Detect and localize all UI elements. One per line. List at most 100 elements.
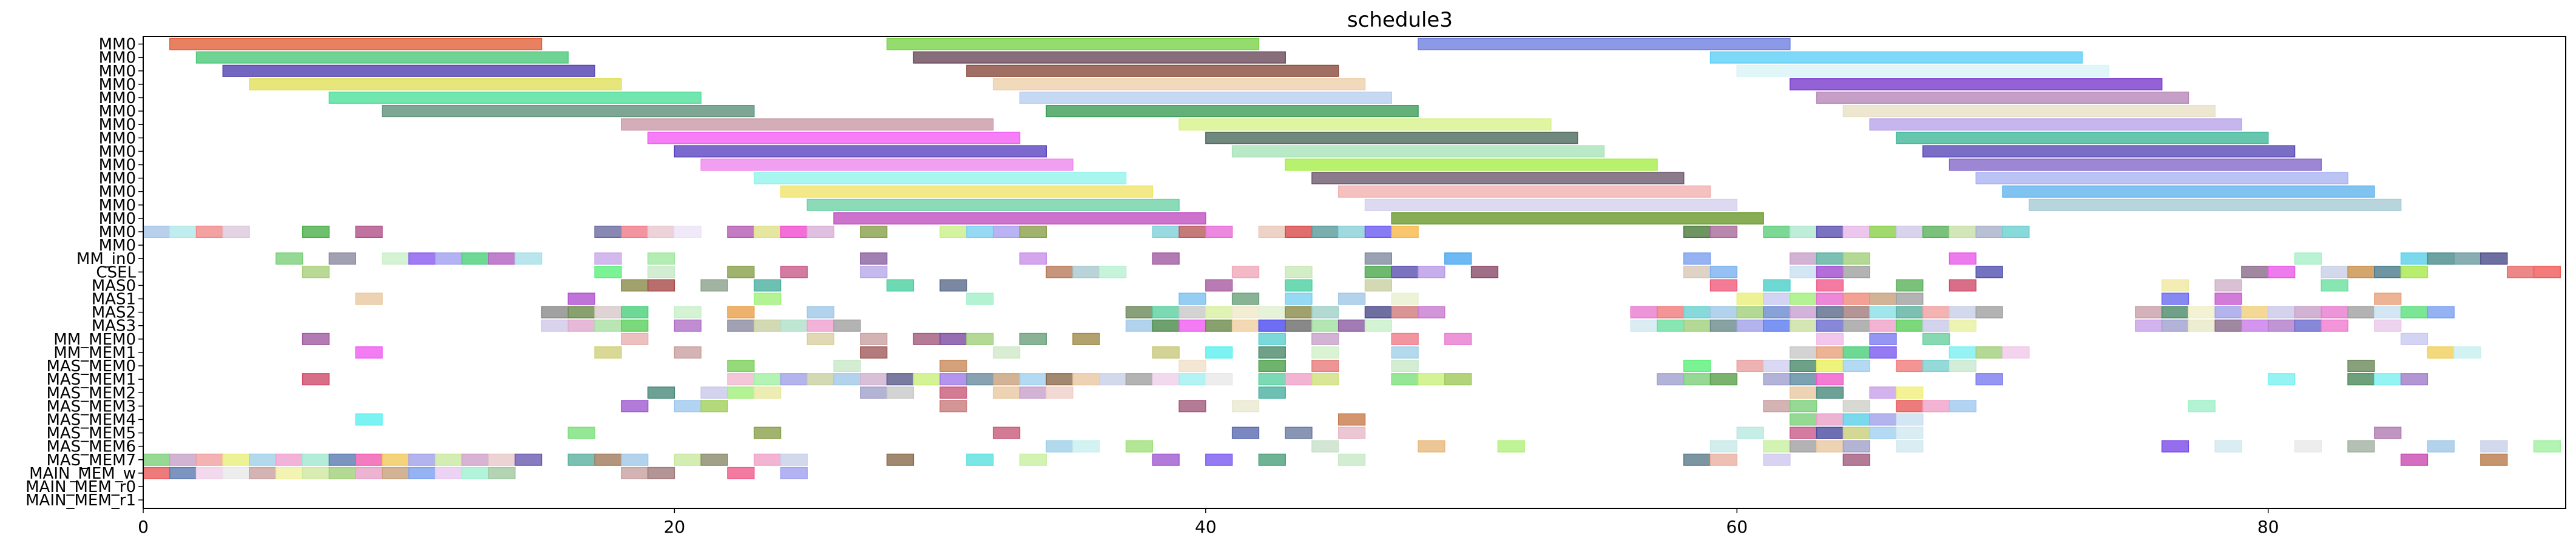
task-bar xyxy=(754,225,782,238)
y-tick-label: MAS_MEM3 xyxy=(46,397,136,416)
task-bar xyxy=(1258,360,1286,372)
task-bar xyxy=(2268,373,2296,386)
task-bar xyxy=(1046,105,1419,118)
task-bar xyxy=(1922,332,1950,345)
task-bar xyxy=(1896,319,1924,332)
task-bar xyxy=(700,453,728,466)
task-bar xyxy=(2427,440,2455,453)
task-bar xyxy=(1842,426,1870,439)
task-bar xyxy=(222,453,250,466)
task-bar xyxy=(1630,306,1658,318)
task-bar xyxy=(1790,386,1817,399)
task-bar xyxy=(1896,279,1924,292)
task-bar xyxy=(2002,185,2375,198)
task-bar xyxy=(2214,306,2242,318)
task-bar xyxy=(1842,453,1870,466)
task-bar xyxy=(780,225,808,238)
task-bar xyxy=(1709,266,1738,278)
task-bar xyxy=(143,453,171,466)
task-bar xyxy=(382,467,410,479)
y-axis-labels: MM0MM0MM0MM0MM0MM0MM0MM0MM0MM0MM0MM0MM0M… xyxy=(25,36,143,510)
task-bar xyxy=(1391,373,1419,386)
task-bar xyxy=(515,252,543,265)
task-bar xyxy=(408,252,436,265)
task-bar xyxy=(833,360,861,372)
task-bar xyxy=(1391,346,1419,359)
task-bar xyxy=(806,319,834,332)
task-bar xyxy=(1869,426,1897,439)
task-bar xyxy=(2400,266,2429,278)
task-bar xyxy=(1896,400,1924,413)
task-bar xyxy=(860,346,888,359)
task-bar xyxy=(1869,413,1897,426)
task-bar xyxy=(249,78,622,90)
task-bar xyxy=(2029,198,2402,211)
task-bar xyxy=(567,426,595,439)
task-bar xyxy=(621,306,649,318)
task-bar xyxy=(913,373,941,386)
task-bar xyxy=(939,360,967,372)
task-bar xyxy=(1391,225,1419,238)
task-bar xyxy=(1816,279,1844,292)
task-bar xyxy=(408,467,436,479)
task-bar xyxy=(1364,252,1393,265)
task-bar xyxy=(1311,319,1339,332)
task-bar xyxy=(594,225,622,238)
task-bar xyxy=(1842,292,1870,305)
task-bar xyxy=(1152,225,1180,238)
task-bar xyxy=(1657,319,1685,332)
task-bar xyxy=(2161,292,2189,305)
task-bar xyxy=(222,467,250,479)
task-bar xyxy=(939,386,967,399)
task-bar xyxy=(1683,319,1711,332)
x-tick-label: 0 xyxy=(138,517,149,537)
task-bar xyxy=(1391,360,1419,372)
task-bar xyxy=(355,225,383,238)
task-bar xyxy=(1311,225,1339,238)
task-bar xyxy=(2214,279,2242,292)
task-bar xyxy=(1205,319,1233,332)
task-bar xyxy=(2294,319,2322,332)
task-bar xyxy=(1869,306,1897,318)
task-bar xyxy=(1205,225,1233,238)
task-bar xyxy=(1975,225,2003,238)
y-tick-label: MAS_MEM7 xyxy=(46,451,136,470)
task-bar xyxy=(939,225,967,238)
task-bar xyxy=(1763,279,1791,292)
task-bar xyxy=(2241,319,2269,332)
task-bar xyxy=(408,453,436,466)
task-bar xyxy=(1258,225,1286,238)
task-bar xyxy=(647,467,675,479)
task-bar xyxy=(1205,132,1578,144)
task-bar xyxy=(647,132,1021,144)
task-bar xyxy=(727,266,755,278)
task-bar xyxy=(1896,292,1924,305)
task-bar xyxy=(1391,292,1419,305)
task-bar xyxy=(1683,306,1711,318)
task-bar xyxy=(1418,373,1445,386)
task-bar xyxy=(1444,373,1472,386)
task-bar xyxy=(1842,413,1870,426)
task-bar xyxy=(1816,319,1844,332)
task-bar xyxy=(2347,306,2375,318)
task-bar xyxy=(2294,306,2322,318)
task-bar xyxy=(1869,386,1897,399)
task-bar xyxy=(966,225,994,238)
task-bar xyxy=(1657,373,1685,386)
task-bar xyxy=(1178,319,1206,332)
task-bar xyxy=(647,266,675,278)
task-bar xyxy=(1736,426,1764,439)
task-bar xyxy=(833,373,861,386)
y-tick-label: MAS1 xyxy=(92,291,136,309)
task-bar xyxy=(1842,346,1870,359)
task-bar xyxy=(1763,453,1791,466)
y-tick-label: MM0 xyxy=(99,170,136,188)
task-bar xyxy=(1816,332,1844,345)
task-bar xyxy=(806,332,834,345)
task-bar xyxy=(727,319,755,332)
task-bar xyxy=(1869,292,1897,305)
y-tick-label: MM0 xyxy=(99,49,136,67)
task-bar xyxy=(1258,373,1286,386)
task-bar xyxy=(1975,266,2003,278)
